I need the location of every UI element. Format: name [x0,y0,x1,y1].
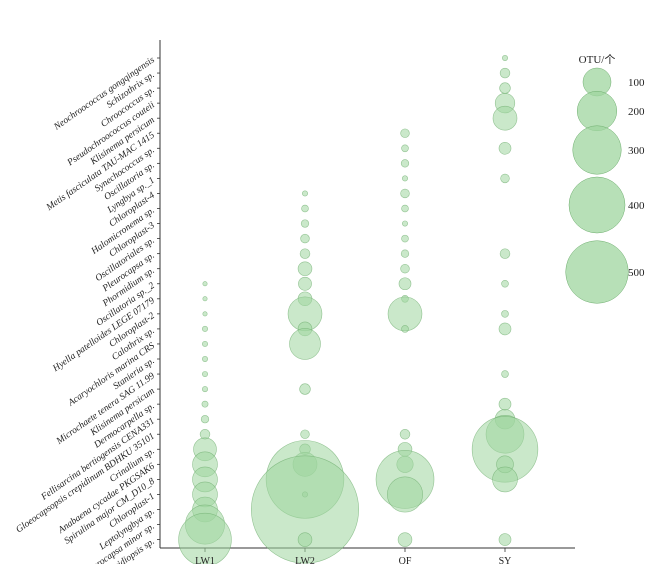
legend-bubble [565,240,629,304]
bubble [501,279,509,288]
bubble [499,67,511,79]
bubble [501,310,509,318]
bubble [498,322,512,336]
legend-value: 100 [628,77,645,89]
bubble [402,175,408,182]
bubble [202,386,208,393]
bubble [202,325,208,332]
bubble [499,248,511,259]
bubble [202,340,208,347]
bubble [501,370,509,378]
bubble [202,281,208,287]
bubble [300,233,310,244]
bubble [251,455,359,564]
bubble [297,261,313,276]
bubble [289,328,321,360]
bubble [401,144,409,153]
bubble [387,476,423,513]
bubble [492,466,518,493]
legend-bubble [568,176,626,234]
bubble [401,325,409,333]
bubble [400,128,410,138]
bubble [401,204,409,213]
x-tick-label: LW2 [295,556,315,564]
bubble [498,397,512,411]
x-tick-label: SY [499,556,512,564]
x-tick-label: QF [399,556,412,564]
bubble [302,190,308,197]
bubble [401,234,409,243]
legend-value: 500 [628,267,645,279]
bubble [402,220,408,227]
bubble [299,248,311,259]
bubble [299,383,311,395]
bubble [502,55,508,61]
bubble [500,173,510,184]
bubble [298,276,312,291]
legend-bubble [576,90,618,132]
legend-value: 200 [628,106,645,118]
bubble [398,277,412,291]
legend-title: OTU/个 [579,53,616,66]
bubble [300,219,310,228]
bubble [200,415,210,424]
bubbles [178,55,539,567]
bubble [400,264,410,274]
bubble [202,296,208,302]
size-legend: OTU/个 100 200 300 400 500 [565,53,645,304]
bubble [301,204,309,213]
bubble [492,105,518,131]
legend-value: 300 [628,145,645,157]
taxon-labels: Neochroococcus gongqingensisSchizothrix … [14,55,157,569]
legend-bubble [572,125,622,175]
bubble [400,249,410,258]
bubble [201,400,209,408]
bubble [202,311,208,317]
bubble [499,82,511,94]
x-tick-labels: LW1 LW2 QF SY [195,556,512,567]
bubble [297,532,313,547]
bubble [400,159,410,168]
bubble [498,533,512,546]
bubble [202,371,208,378]
bubble [202,356,208,362]
bubble [397,532,413,547]
bubble [300,429,310,439]
bubble [399,429,411,440]
bubble [400,188,410,199]
bubble [498,141,512,155]
legend-value: 400 [628,200,645,212]
x-tick-label: LW1 [195,556,215,564]
